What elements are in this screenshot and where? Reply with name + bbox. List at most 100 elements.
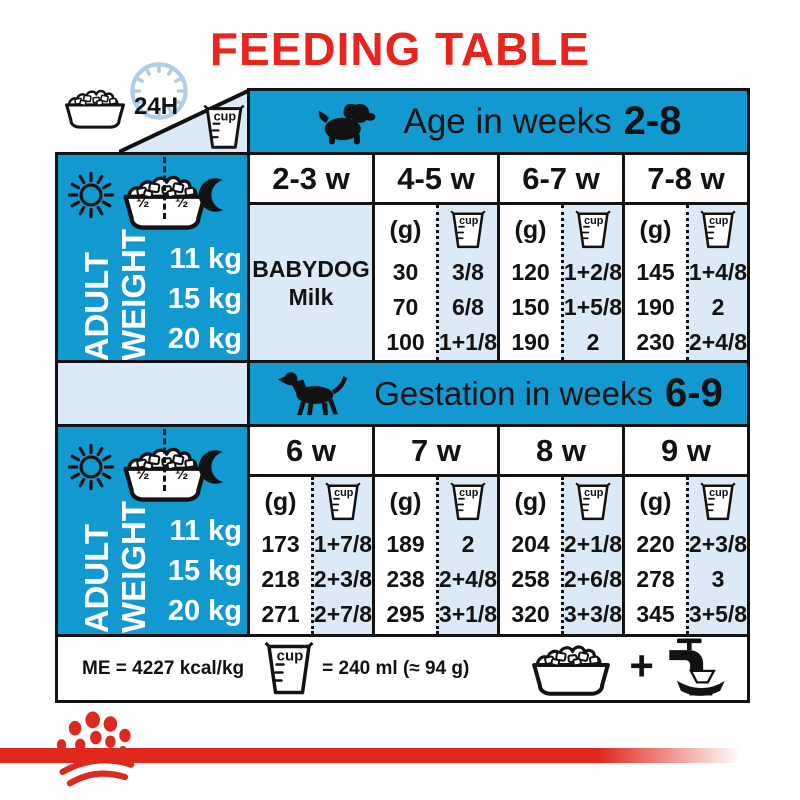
- grams-value: 145: [636, 259, 675, 285]
- svg-text:cup: cup: [709, 215, 729, 227]
- cups-value: 6/8: [452, 294, 484, 320]
- cup-icon: cup: [700, 482, 736, 521]
- moon-icon: [198, 178, 240, 212]
- grams-value: 189: [386, 531, 425, 557]
- brand-stripe: [0, 748, 748, 763]
- grams-value: 271: [261, 601, 300, 627]
- grams-value: 150: [511, 294, 550, 320]
- cups-value: 2+3/8: [688, 531, 748, 557]
- weight-row: 15 kg: [167, 555, 242, 587]
- adult-weight-panel-1: ½ ½ ADULT WEIGHT 11 kg 15 kg 20 kg: [55, 152, 250, 363]
- babydog-milk-cell: BABYDOG Milk: [247, 202, 375, 363]
- food-bowl-icon: [532, 644, 611, 696]
- cups-value: 2+1/8: [563, 531, 623, 557]
- water-tap-icon: [668, 636, 726, 697]
- puppy-icon: [318, 103, 375, 144]
- grams-value: 345: [636, 601, 675, 627]
- moon-icon: [198, 450, 240, 484]
- weight-rows: 11 kg 15 kg 20 kg: [162, 511, 242, 631]
- feed-cell-8w: (g) 204 258 320 cup 2+1/8 2+6/8 3+3/8: [497, 474, 625, 637]
- cups-value: 3+3/8: [563, 601, 623, 627]
- grams-unit-label: (g): [389, 487, 422, 516]
- feed-cell-6w: (g) 173 218 271 cup 1+7/8 2+3/8 2+7/8: [247, 474, 375, 637]
- cups-subcolumn: cup 1+4/8 2 2+4/8: [686, 205, 747, 360]
- feed-cell-4-5w: (g) 30 70 100 cup 3/8 6/8 1+1/8: [372, 202, 500, 363]
- grams-value: 218: [261, 566, 300, 592]
- cups-value: 2: [711, 294, 725, 320]
- svg-text:cup: cup: [214, 109, 237, 123]
- weight-row: 11 kg: [169, 243, 242, 275]
- grams-subcolumn: (g) 220 278 345: [625, 477, 686, 634]
- cups-value: 3: [711, 566, 725, 592]
- week-label: 2-3 w: [247, 152, 375, 205]
- cups-value: 1+7/8: [313, 531, 373, 557]
- grams-value: 320: [511, 601, 550, 627]
- weight-row: 15 kg: [167, 283, 242, 315]
- grams-subcolumn: (g) 120 150 190: [500, 205, 561, 360]
- week-label: 6 w: [247, 424, 375, 477]
- cup-icon: cup: [450, 482, 486, 521]
- cups-value: 2+4/8: [688, 329, 748, 355]
- food-bowl-icon: [65, 89, 125, 129]
- grams-value: 295: [386, 601, 425, 627]
- page-title: FEEDING TABLE: [209, 23, 591, 75]
- week-label: 6-7 w: [497, 152, 625, 205]
- half-portion-label: ½: [175, 466, 189, 483]
- cups-value: 2: [586, 329, 600, 355]
- cups-value: 2+3/8: [313, 566, 373, 592]
- cups-subcolumn: cup 1+7/8 2+3/8 2+7/8: [311, 477, 372, 634]
- cup-icon: cup: [325, 482, 361, 521]
- section1-header-text: Age in weeks: [403, 101, 612, 141]
- grams-subcolumn: (g) 145 190 230: [625, 205, 686, 360]
- grams-value: 173: [261, 531, 300, 557]
- svg-text:cup: cup: [459, 215, 479, 227]
- cup-icon: cup: [575, 482, 611, 521]
- cups-value: 2+7/8: [313, 601, 373, 627]
- energy-value: ME = 4227 kcal/kg: [82, 657, 245, 679]
- half-portion-label: ½: [175, 194, 189, 211]
- weight-rows: 11 kg 15 kg 20 kg: [162, 239, 242, 359]
- grams-value: 258: [511, 566, 550, 592]
- cups-value: 1+5/8: [563, 294, 623, 320]
- cup-equivalence: = 240 ml (≈ 94 g): [322, 657, 470, 679]
- section2-header-range: 6-9: [665, 371, 723, 415]
- grams-value: 278: [636, 566, 675, 592]
- grams-value: 190: [636, 294, 675, 320]
- weight-row: 11 kg: [169, 515, 242, 547]
- svg-text:cup: cup: [277, 647, 304, 664]
- grams-value: 238: [386, 566, 425, 592]
- milk-label: Milk: [288, 283, 334, 310]
- royal-canin-crown-logo: [48, 710, 152, 788]
- grams-unit-label: (g): [639, 215, 672, 244]
- cups-subcolumn: cup 1+2/8 1+5/8 2: [561, 205, 622, 360]
- svg-text:cup: cup: [334, 487, 354, 499]
- dog-icon: [278, 372, 348, 416]
- cups-value: 3+1/8: [438, 601, 498, 627]
- week-label: 4-5 w: [372, 152, 500, 205]
- cups-value: 3/8: [452, 259, 484, 285]
- 24h-label: 24H: [134, 93, 179, 120]
- cup-icon: cup: [203, 104, 245, 149]
- babydog-label: BABYDOG: [252, 255, 370, 282]
- grams-value: 100: [386, 329, 425, 355]
- clock-icon: [130, 62, 188, 120]
- adult-weight-label: ADULT WEIGHT: [78, 501, 152, 633]
- section1-header-range: 2-8: [623, 99, 682, 143]
- svg-text:cup: cup: [584, 487, 604, 499]
- section2-header: Gestation in weeks 6-9: [247, 360, 750, 427]
- grams-value: 230: [636, 329, 675, 355]
- grams-unit-label: (g): [389, 215, 422, 244]
- cups-value: 1+1/8: [438, 329, 498, 355]
- plus-sign: +: [629, 641, 654, 689]
- cups-value: 1+2/8: [563, 259, 623, 285]
- cups-subcolumn: cup 2 2+4/8 3+1/8: [436, 477, 497, 634]
- cup-icon: cup: [575, 210, 611, 249]
- svg-text:cup: cup: [709, 487, 729, 499]
- grams-unit-label: (g): [639, 487, 672, 516]
- adult-weight-panel-2: ½ ½ ADULT WEIGHT 11 kg 15 kg 20 kg: [55, 424, 250, 637]
- week-label: 9 w: [622, 424, 750, 477]
- cups-subcolumn: cup 2+1/8 2+6/8 3+3/8: [561, 477, 622, 634]
- cups-subcolumn: cup 3/8 6/8 1+1/8: [436, 205, 497, 360]
- grams-value: 30: [392, 259, 419, 285]
